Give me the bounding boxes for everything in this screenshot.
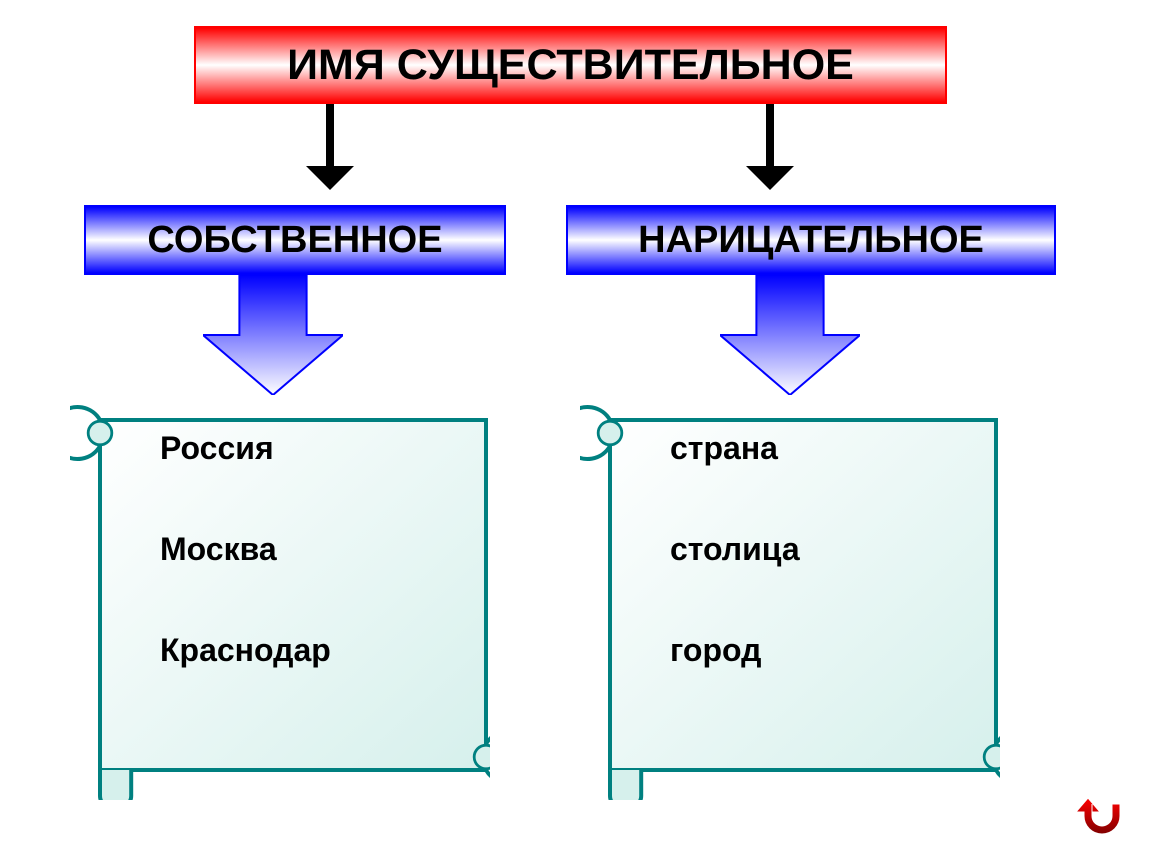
scroll-item: страна <box>670 430 800 467</box>
back-button[interactable] <box>1072 790 1126 844</box>
scroll-item: Россия <box>160 430 331 467</box>
scroll-item: Краснодар <box>160 632 331 669</box>
category-label-proper: СОБСТВЕННОЕ <box>147 219 442 262</box>
scroll-proper: Россия Москва Краснодар <box>70 390 490 800</box>
title-box: ИМЯ СУЩЕСТВИТЕЛЬНОЕ <box>194 26 947 104</box>
big-arrow-left <box>203 275 343 395</box>
scroll-item: город <box>670 632 800 669</box>
category-box-common: НАРИЦАТЕЛЬНОЕ <box>566 205 1056 275</box>
title-text: ИМЯ СУЩЕСТВИТЕЛЬНОЕ <box>287 41 854 90</box>
category-label-common: НАРИЦАТЕЛЬНОЕ <box>638 219 984 262</box>
category-box-proper: СОБСТВЕННОЕ <box>84 205 506 275</box>
scroll-item: столица <box>670 531 800 568</box>
scroll-common: страна столица город <box>580 390 1000 800</box>
scroll-items-common: страна столица город <box>670 430 800 669</box>
scroll-item: Москва <box>160 531 331 568</box>
scroll-items-proper: Россия Москва Краснодар <box>160 430 331 669</box>
diagram-canvas: ИМЯ СУЩЕСТВИТЕЛЬНОЕ СОБСТВЕННОЕ НАРИЦАТЕ… <box>0 0 1150 864</box>
big-arrow-right <box>720 275 860 395</box>
